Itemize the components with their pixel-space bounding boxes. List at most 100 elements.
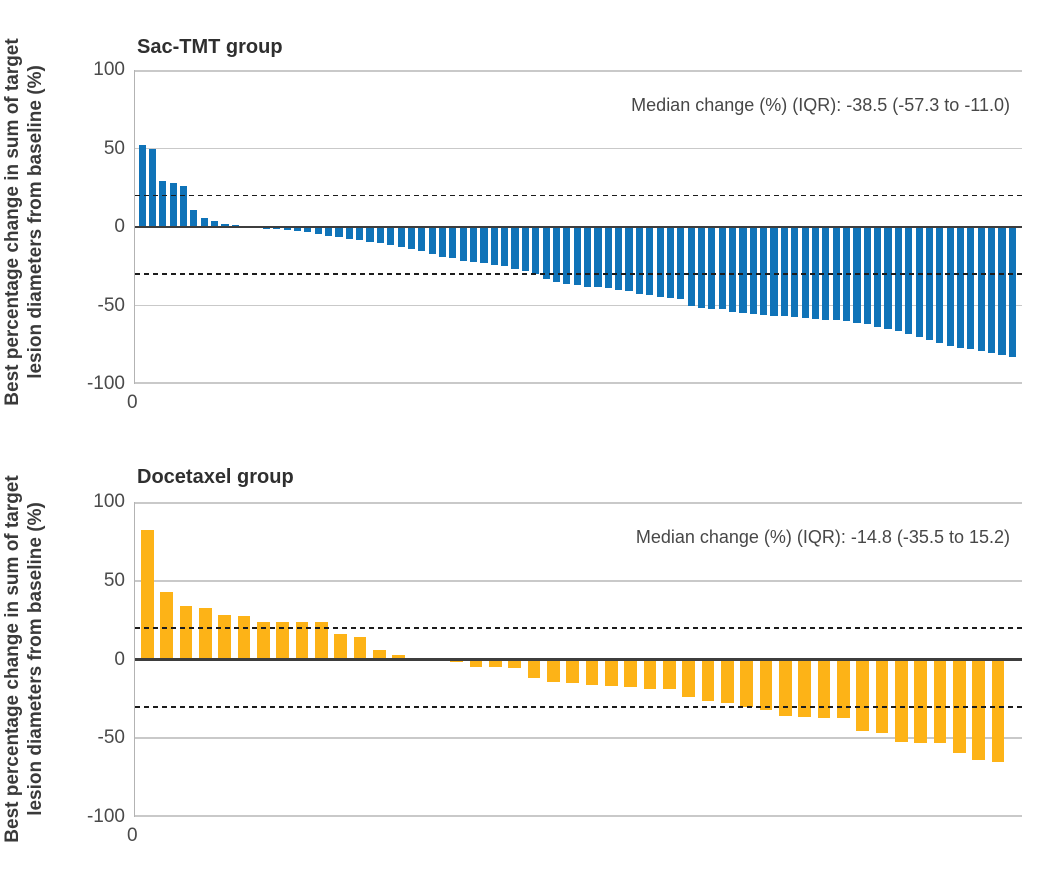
gridline [135,579,1022,582]
bar [521,227,529,271]
bar [583,227,592,287]
bar [418,227,426,252]
bar [490,227,498,266]
bar [372,650,386,660]
docetaxel-panel: Best percentage change in sum of target … [0,437,1059,877]
bar [972,659,985,760]
bar [875,659,889,733]
y-axis-label-line1: Best percentage change in sum of target [2,38,23,406]
bar [283,227,291,231]
bar [356,227,364,241]
bar [977,227,985,352]
bar [459,227,467,261]
bar [811,227,820,319]
bar [643,659,657,689]
bar [160,591,174,660]
bar [428,227,436,254]
bar [662,659,676,690]
bar [677,227,685,300]
bar [770,227,778,316]
y-axis-label: Best percentage change in sum of target … [1,444,77,874]
bar [914,659,927,743]
bar [376,227,384,244]
gridline [135,737,1022,740]
bar [546,659,560,682]
y-axis-label-line2: lesion diameters from baseline (%) [25,502,46,816]
bar [304,227,312,232]
reference-line-dashed [135,194,1022,197]
bar [874,227,882,327]
bar [991,659,1005,762]
bar [293,227,302,231]
bar [190,209,198,227]
bar [387,227,395,246]
bar [798,659,812,717]
bar [915,227,923,337]
y-tick-label: 50 [103,569,125,591]
median-annotation: Median change (%) (IQR): -14.8 (-35.5 to… [635,527,1010,547]
bar [760,227,768,315]
bar [988,227,996,353]
bar [646,227,654,296]
bar [334,634,348,660]
bar [169,183,177,227]
bar [179,186,188,227]
bar [801,227,809,319]
bar [791,227,799,318]
bar [138,145,146,227]
bar [701,659,715,702]
bar [179,605,193,660]
bar [594,227,602,288]
bar [345,227,353,239]
bar [200,217,208,227]
x-tick-label: 0 [127,392,138,413]
bar [407,227,416,249]
y-tick-label: -50 [97,294,125,316]
bar [211,220,219,227]
bar [542,227,550,279]
bar [967,227,975,350]
bar [925,227,934,341]
bar [759,659,773,710]
bar [894,659,908,743]
median-annotation: Median change (%) (IQR): -38.5 (-57.3 to… [631,95,1010,115]
y-tick-label: -50 [97,727,125,749]
bar [682,659,696,697]
bar [749,227,757,315]
bar [708,227,716,309]
bar [884,227,892,330]
bar [563,227,571,284]
bar [780,227,788,317]
bar [604,659,618,687]
y-tick-label: -100 [86,806,125,827]
bar [488,659,502,668]
bar [933,659,947,743]
bar [392,654,406,660]
bar [729,227,737,312]
bar [998,227,1006,355]
bar [501,227,509,267]
bar [438,227,447,257]
y-axis-label: Best percentage change in sum of target … [1,7,77,437]
bar [141,530,154,660]
panel-title: Docetaxel group [137,466,294,488]
bar [198,607,212,660]
gridline [135,382,1022,384]
bar [894,227,902,332]
bar [635,227,643,294]
reference-line-dashed [135,273,1022,275]
bar [687,227,695,306]
bar [449,227,457,259]
y-tick-label: 100 [93,59,125,80]
bar [552,227,561,282]
y-axis-label-line2: lesion diameters from baseline (%) [25,65,46,379]
bar [739,227,747,314]
reference-line-dashed [135,627,1022,629]
y-tick-label: 0 [114,216,125,237]
bar [697,227,706,308]
bar [604,227,612,289]
bar [470,227,478,262]
bar [720,659,734,703]
bar [863,227,871,325]
